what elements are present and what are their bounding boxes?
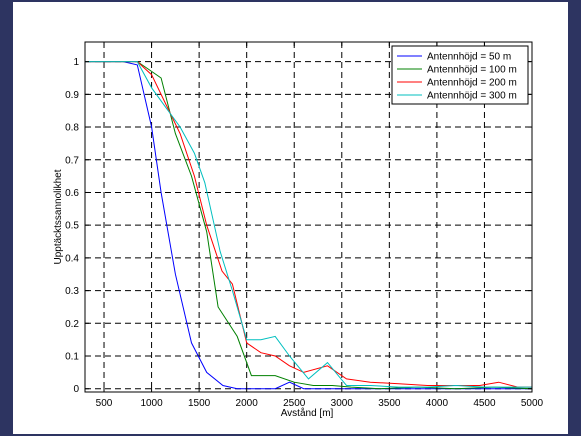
line-chart: 500 1000 1500 2000 2500 3000 3500 4000 4500 5000 0… <box>53 41 544 419</box>
figure-window: 500 1000 1500 2000 2500 3000 3500 4000 4500 5000 0… <box>13 2 568 434</box>
axis-ticks: 500 1000 1500 2000 2500 3000 3500 4000 4500 5000 0… <box>65 42 544 409</box>
x-tick-label: 4000 <box>426 398 449 409</box>
x-tick-label: 2000 <box>236 398 259 409</box>
plot-border <box>84 41 533 393</box>
grid-lines <box>85 42 532 392</box>
legend-label: Antennhöjd = 100 m <box>427 65 517 76</box>
y-tick-label: 0.3 <box>65 286 79 297</box>
x-tick-label: 2500 <box>283 398 306 409</box>
y-tick-label: 0.6 <box>65 188 79 199</box>
legend: Antennhöjd = 50 m Antennhöjd = 100 m Anten… <box>391 45 529 105</box>
x-tick-label: 4500 <box>473 398 496 409</box>
x-axis-label: Avstånd [m] <box>281 407 334 419</box>
legend-label: Antennhöjd = 50 m <box>427 52 511 63</box>
legend-label: Antennhöjd = 300 m <box>427 91 517 102</box>
y-tick-label: 0.5 <box>65 221 79 232</box>
series-line-2 <box>85 61 533 390</box>
x-tick-label: 500 <box>96 398 113 409</box>
y-tick-label: 1 <box>73 57 79 68</box>
x-tick-label: 3000 <box>331 398 354 409</box>
series-lines <box>85 61 533 390</box>
y-tick-label: 0 <box>73 384 79 395</box>
y-axis-label: Upptäcktssannolikhet <box>53 169 64 264</box>
x-tick-label: 1000 <box>140 398 163 409</box>
series-line-4 <box>85 61 532 388</box>
x-tick-label: 3500 <box>378 398 401 409</box>
y-tick-label: 0.2 <box>65 319 79 330</box>
y-tick-label: 0.9 <box>65 90 79 101</box>
y-tick-label: 0.4 <box>65 253 79 264</box>
x-tick-label: 5000 <box>521 398 544 409</box>
y-tick-label: 0.7 <box>65 155 79 166</box>
x-tick-label: 1500 <box>188 398 211 409</box>
y-tick-label: 0.1 <box>65 352 79 363</box>
legend-label: Antennhöjd = 200 m <box>427 78 517 89</box>
y-tick-label: 0.8 <box>65 123 79 134</box>
series-line-1 <box>85 61 532 390</box>
